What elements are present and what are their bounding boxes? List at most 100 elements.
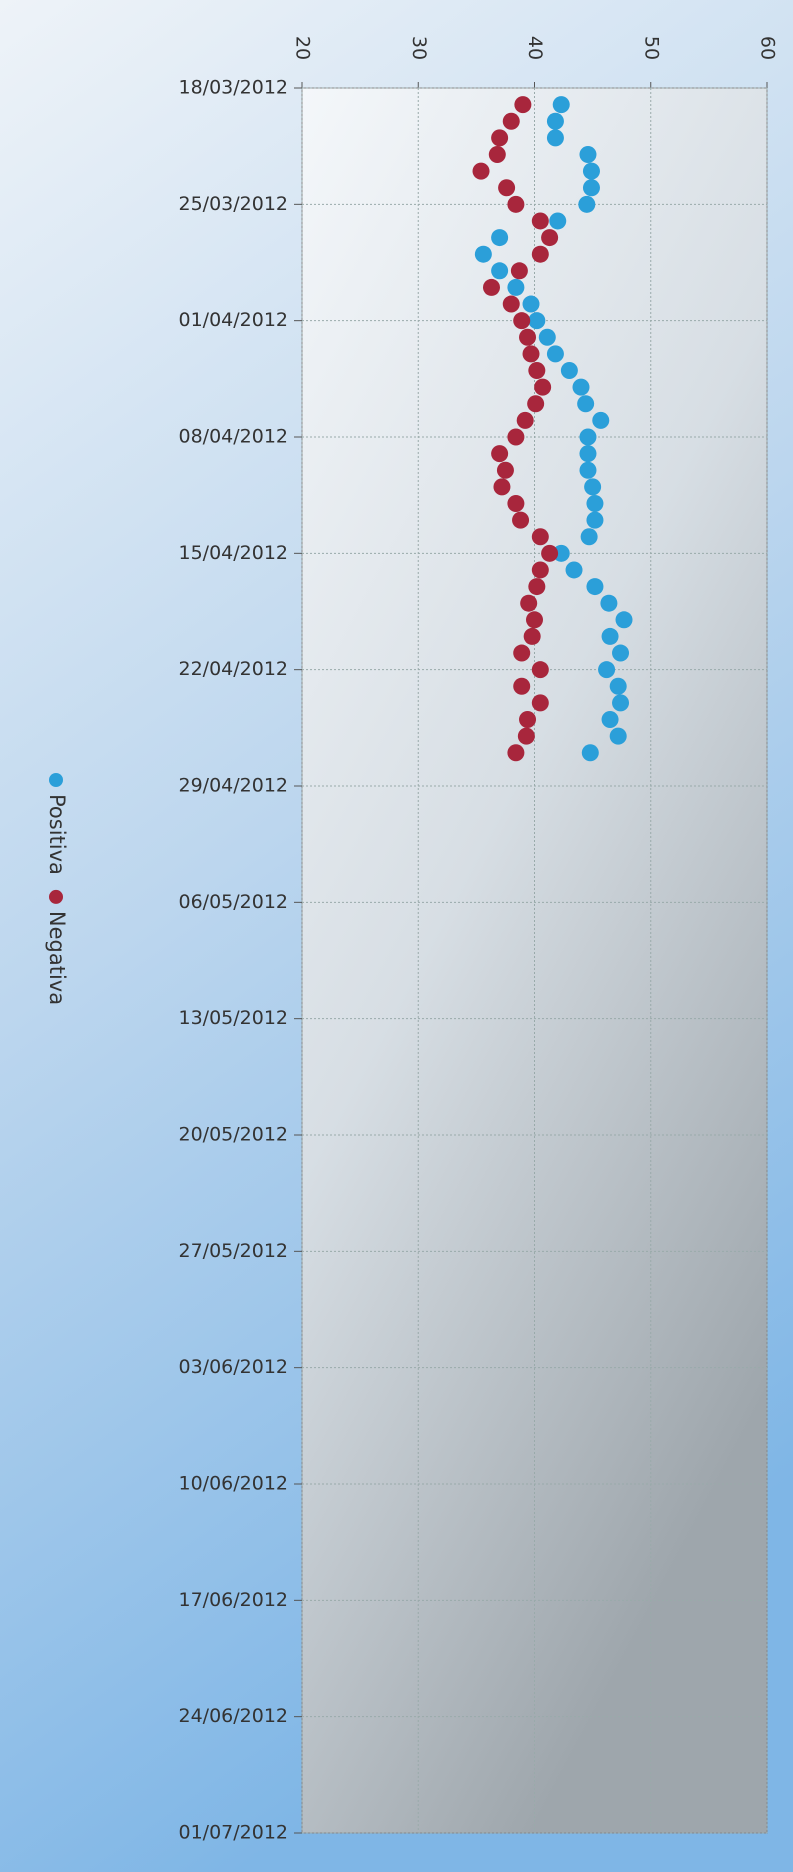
point — [507, 494, 525, 512]
point — [586, 511, 604, 529]
point — [507, 195, 525, 213]
point — [538, 328, 556, 346]
point — [572, 378, 590, 396]
point — [612, 644, 630, 662]
legend-label: Positiva — [45, 794, 69, 875]
point — [520, 594, 538, 612]
point — [493, 478, 511, 496]
point — [586, 494, 604, 512]
point — [528, 312, 546, 330]
point — [600, 594, 618, 612]
point — [507, 278, 525, 296]
point — [578, 195, 596, 213]
x-tick-label: 08/04/2012 — [178, 426, 288, 448]
point — [517, 727, 535, 745]
x-tick-label: 29/04/2012 — [178, 775, 288, 797]
point — [584, 478, 602, 496]
point — [491, 229, 509, 247]
point — [507, 428, 525, 446]
x-tick-label: 25/03/2012 — [178, 193, 288, 215]
point — [609, 677, 627, 695]
point — [526, 611, 543, 629]
point — [522, 295, 540, 313]
point — [552, 96, 570, 114]
legend-marker — [49, 773, 63, 787]
x-tick-label: 10/06/2012 — [178, 1473, 288, 1495]
point — [519, 711, 537, 729]
point — [502, 112, 520, 130]
x-tick-label: 01/07/2012 — [178, 1822, 288, 1844]
point — [474, 245, 492, 263]
y-tick-label: 30 — [408, 36, 430, 60]
point — [510, 262, 528, 280]
x-tick-label: 18/03/2012 — [178, 77, 288, 99]
point — [522, 345, 540, 363]
point — [541, 229, 559, 247]
point — [579, 428, 597, 446]
point — [546, 112, 564, 130]
point — [582, 179, 600, 197]
x-tick-label: 27/05/2012 — [178, 1240, 288, 1262]
point — [496, 461, 514, 479]
point — [552, 544, 570, 562]
point — [472, 162, 490, 180]
point — [527, 395, 545, 413]
x-tick-label: 13/05/2012 — [178, 1007, 288, 1029]
point — [531, 245, 549, 263]
point — [488, 145, 506, 163]
x-tick-label: 22/04/2012 — [178, 658, 288, 680]
point — [612, 694, 630, 712]
point — [514, 96, 532, 114]
point — [502, 295, 520, 313]
point — [577, 395, 595, 413]
point — [579, 461, 597, 479]
point — [531, 528, 549, 546]
legend-marker — [49, 889, 63, 904]
point — [507, 744, 525, 762]
point — [523, 627, 541, 645]
point — [498, 179, 516, 197]
point — [579, 145, 597, 163]
point — [534, 378, 552, 396]
point — [528, 578, 546, 596]
point — [516, 411, 534, 429]
point — [513, 677, 531, 695]
point — [541, 544, 559, 562]
point — [546, 345, 564, 363]
x-tick-label: 24/06/2012 — [178, 1705, 288, 1727]
y-tick-label: 60 — [757, 36, 779, 60]
point — [601, 627, 619, 645]
point — [586, 578, 604, 596]
point — [581, 744, 599, 762]
point — [582, 162, 600, 180]
y-tick-label: 20 — [292, 36, 314, 60]
point — [482, 278, 500, 296]
point — [491, 262, 509, 280]
point — [549, 212, 567, 230]
point — [560, 362, 578, 380]
point — [615, 611, 633, 629]
point — [592, 411, 610, 429]
point — [565, 561, 583, 579]
y-tick-label: 40 — [524, 36, 546, 60]
y-tick-label: 50 — [640, 36, 662, 60]
point — [609, 727, 627, 745]
x-tick-label: 15/04/2012 — [178, 542, 288, 564]
legend-label: Negativa — [45, 911, 69, 1005]
point — [513, 644, 531, 662]
point — [601, 711, 619, 729]
x-tick-label: 03/06/2012 — [178, 1356, 288, 1378]
point — [513, 312, 531, 330]
point — [546, 129, 564, 147]
x-tick-label: 17/06/2012 — [178, 1589, 288, 1611]
point — [519, 328, 537, 346]
point — [531, 694, 549, 712]
x-tick-label: 01/04/2012 — [178, 309, 288, 331]
point — [528, 362, 546, 380]
point — [491, 445, 509, 463]
point — [531, 561, 549, 579]
point — [579, 445, 597, 463]
point — [531, 212, 549, 230]
x-tick-label: 20/05/2012 — [178, 1124, 288, 1146]
